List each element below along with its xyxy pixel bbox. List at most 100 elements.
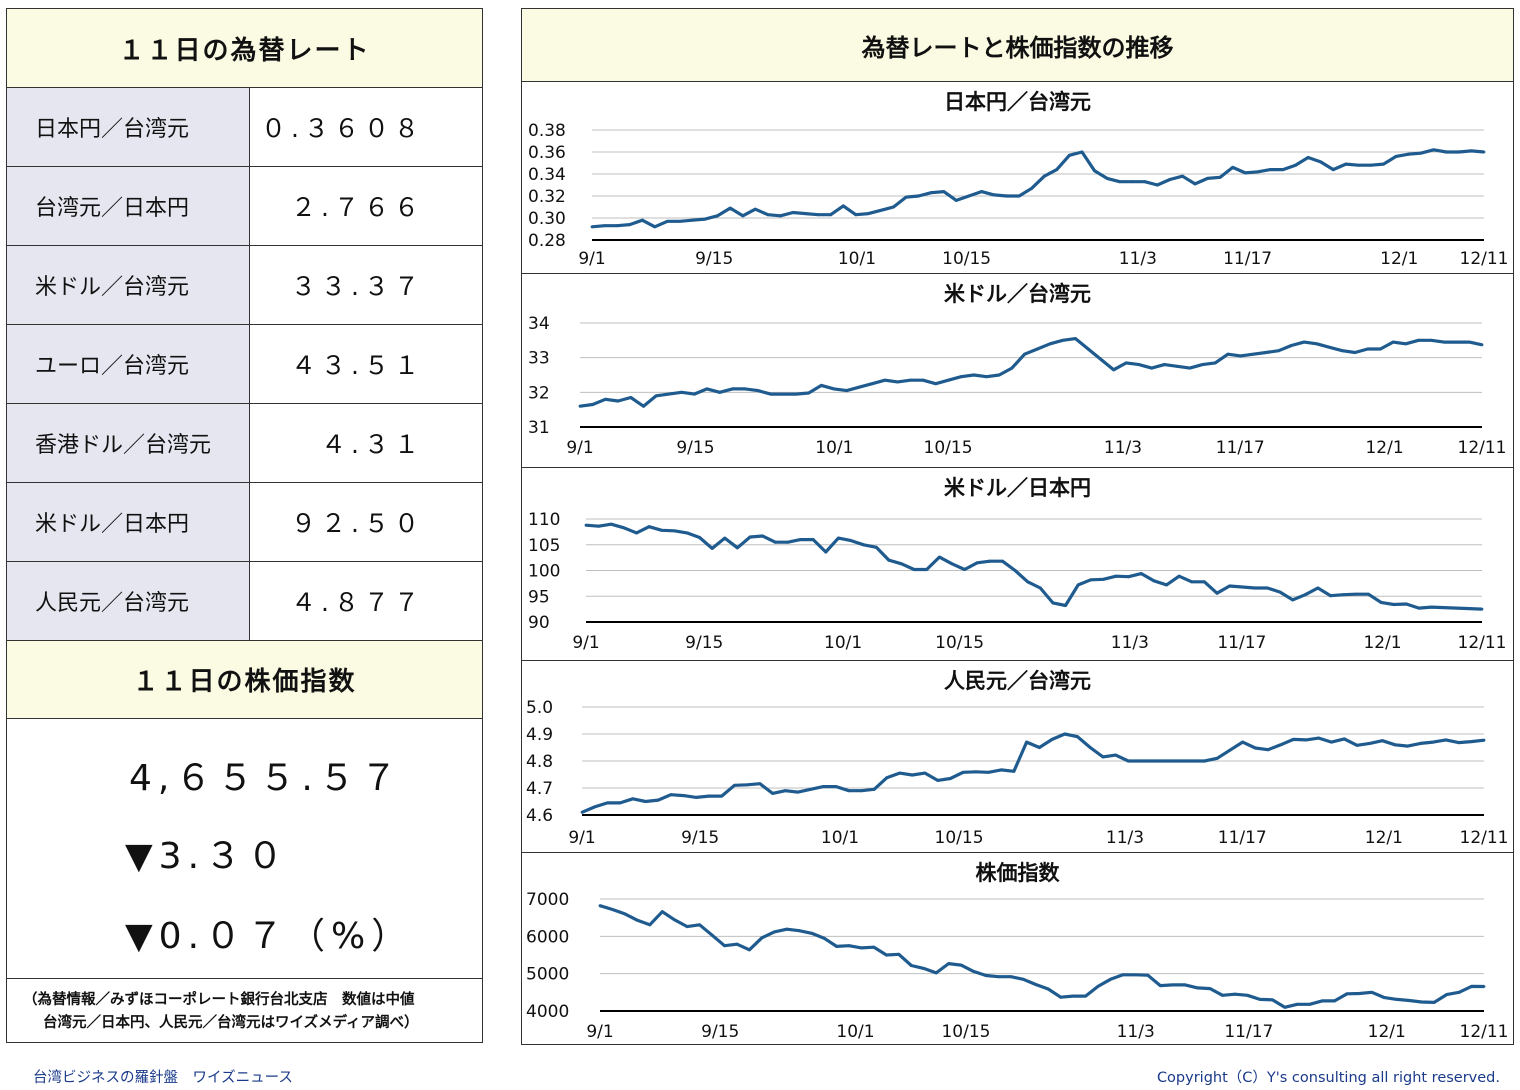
x-tick-label: 9/1 [572,633,599,653]
data-point [635,531,638,535]
rate-row: 人民元／台湾元 ４.８７７ [7,562,482,641]
data-point [718,390,722,394]
data-point [804,212,807,216]
data-point [623,912,627,916]
data-point [1344,162,1348,166]
data-point [1086,347,1090,351]
data-point [947,378,950,382]
data-point [1341,593,1345,597]
x-tick-label: 9/15 [685,633,723,653]
data-point [1068,153,1071,157]
data-point [1143,180,1147,184]
data-point [753,207,757,211]
data-point [949,777,952,780]
data-point [1432,1001,1436,1004]
data-point [1270,998,1274,1002]
x-tick-label: 11/17 [1223,249,1272,269]
data-point [1221,993,1224,997]
data-point [1010,366,1014,370]
data-point [1306,156,1310,159]
data-point [1419,742,1422,745]
x-tick-label: 9/15 [701,1022,739,1042]
data-point [1228,748,1232,752]
data-point [1071,994,1075,998]
data-point [1124,361,1128,365]
x-tick-label: 11/3 [1111,633,1149,653]
y-tick-label: 31 [528,418,550,438]
data-point [997,975,1000,979]
rate-value: ４.３１ [321,430,424,459]
y-tick-label: 110 [528,510,560,530]
data-point [910,773,914,777]
data-point [636,918,639,922]
data-point [1469,740,1473,743]
x-tick-label: 11/3 [1106,828,1144,848]
data-point [1171,983,1175,987]
x-tick-label: 9/15 [676,438,714,458]
rate-label: 人民元／台湾元 [7,562,250,640]
rate-value: ４.８７７ [291,588,424,617]
y-tick-label: 0.32 [528,187,566,207]
data-point [1076,583,1080,587]
x-tick-label: 12/1 [1365,828,1403,848]
x-tick-label: 10/15 [935,633,984,653]
data-point [736,546,739,550]
data-point [781,392,785,396]
x-tick-label: 12/11 [1460,828,1509,848]
data-point [1357,163,1360,167]
y-tick-label: 4.8 [526,752,553,772]
data-point [1279,743,1283,747]
x-tick-label: 10/15 [941,1022,990,1042]
x-tick-label: 9/1 [586,1022,613,1042]
data-point [578,404,582,408]
data-point [766,213,770,217]
data-point [783,789,787,793]
data-point [779,214,782,218]
footer-brand: 台湾ビジネスの羅針盤 ワイズニュース [33,1070,293,1086]
data-point [1175,364,1179,368]
chart-title: 米ドル／台湾元 [944,282,1091,306]
data-point [799,538,802,541]
data-point [1482,985,1486,988]
data-point [809,787,813,791]
data-point [761,534,765,538]
data-point [1482,150,1486,154]
data-point [1302,340,1306,344]
data-point [1218,175,1222,179]
x-tick-label: 12/1 [1363,633,1401,653]
x-tick-label: 11/17 [1224,1022,1273,1042]
data-point [974,770,978,774]
data-point [845,389,849,392]
data-point [1379,347,1382,351]
data-point [604,397,607,401]
data-point [769,392,772,396]
data-point [705,387,709,391]
data-point [1277,349,1281,353]
rate-value: ９２.５０ [291,509,424,538]
data-point [1480,343,1484,347]
data-point [794,392,798,396]
data-point [1354,592,1358,596]
y-tick-label: 34 [528,314,550,334]
data-point [1201,363,1204,366]
data-point [584,523,588,527]
data-point [1228,584,1231,588]
data-point [685,925,689,928]
data-point [816,213,820,217]
data-point [1146,973,1150,977]
data-point [1215,756,1219,760]
data-point [1099,358,1103,361]
data-point [872,787,876,791]
data-point [1001,559,1004,563]
data-point [698,923,701,927]
data-point [603,224,606,228]
data-point [984,974,988,977]
data-point [872,945,876,949]
data-point [959,375,963,379]
data-point [1046,987,1050,991]
data-point [1404,602,1408,606]
data-point [1089,578,1093,582]
data-point [1430,605,1433,609]
data-point [807,391,811,395]
data-point [1152,579,1156,583]
